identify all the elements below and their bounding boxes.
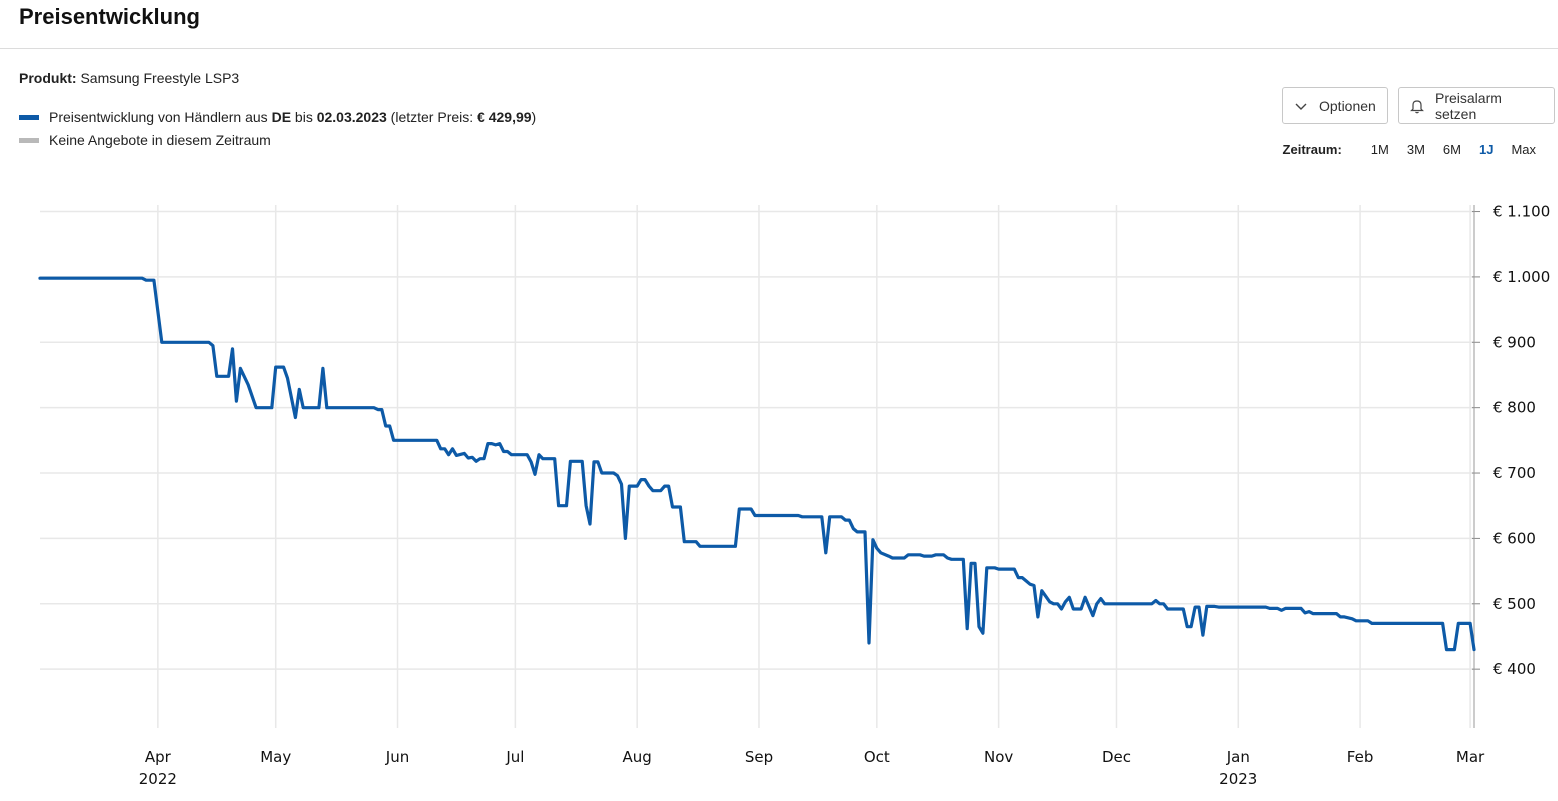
range-label: Zeitraum: bbox=[1282, 142, 1342, 157]
x-tick-label: May bbox=[260, 748, 291, 766]
bell-icon bbox=[1409, 98, 1425, 114]
x-tick-label: Oct bbox=[864, 748, 890, 766]
legend-no-offers-text: Keine Angebote in diesem Zeitraum bbox=[49, 132, 271, 148]
legend-no-offers: Keine Angebote in diesem Zeitraum bbox=[19, 132, 271, 148]
x-tick-label: Dec bbox=[1102, 748, 1131, 766]
y-tick-label: € 1.000 bbox=[1493, 268, 1550, 286]
legend-country: DE bbox=[271, 109, 292, 125]
product-name: Samsung Freestyle LSP3 bbox=[80, 70, 240, 86]
legend-prefix: Preisentwicklung von Händlern aus bbox=[49, 109, 272, 125]
x-tick-label: Mar bbox=[1456, 748, 1485, 766]
y-tick-label: € 800 bbox=[1493, 399, 1536, 417]
x-tick-label: Apr bbox=[145, 748, 172, 766]
header: Preisentwicklung bbox=[0, 0, 1558, 49]
x-tick-label: Feb bbox=[1347, 748, 1374, 766]
x-tick-label: Jan bbox=[1226, 748, 1250, 766]
x-tick-year-label: 2023 bbox=[1219, 770, 1257, 788]
range-option-6m[interactable]: 6M bbox=[1442, 142, 1461, 157]
price-alarm-button[interactable]: Preisalarm setzen bbox=[1398, 87, 1555, 124]
legend-date: 02.03.2023 bbox=[316, 109, 387, 125]
price-series-line bbox=[38, 276, 1476, 652]
legend-suffix: ) bbox=[531, 109, 537, 125]
range-option-3m[interactable]: 3M bbox=[1406, 142, 1425, 157]
y-tick-label: € 500 bbox=[1493, 595, 1536, 613]
x-tick-label: Aug bbox=[623, 748, 652, 766]
legend-line-swatch bbox=[19, 114, 39, 120]
options-label: Optionen bbox=[1319, 97, 1376, 114]
product-line: Produkt: Samsung Freestyle LSP3 bbox=[19, 70, 239, 86]
range-option-max[interactable]: Max bbox=[1511, 142, 1536, 157]
time-range-selector: Zeitraum: 1M 3M 6M 1J Max bbox=[1283, 142, 1536, 157]
range-option-1m[interactable]: 1M bbox=[1370, 142, 1389, 157]
y-tick-label: € 600 bbox=[1493, 529, 1536, 547]
legend-series-text: Preisentwicklung von Händlern aus DE bis… bbox=[49, 109, 536, 125]
x-tick-year-label: 2022 bbox=[139, 770, 177, 788]
range-option-1j[interactable]: 1J bbox=[1478, 142, 1494, 157]
x-tick-label: Sep bbox=[745, 748, 773, 766]
product-label: Produkt: bbox=[19, 70, 77, 86]
options-button[interactable]: Optionen bbox=[1282, 87, 1388, 124]
x-tick-label: Nov bbox=[984, 748, 1013, 766]
page-title: Preisentwicklung bbox=[19, 4, 200, 29]
legend-lastprice-prefix: (letzter Preis: bbox=[386, 109, 478, 125]
legend-lastprice: € 429,99 bbox=[477, 109, 532, 125]
x-tick-label: Jul bbox=[505, 748, 524, 766]
x-tick-label: Jun bbox=[385, 748, 409, 766]
price-chart: € 1.100 € 1.000 € 900 € 800 € 700 € 600 € 500 €… bbox=[38, 203, 1550, 788]
legend-gray-swatch bbox=[19, 137, 39, 143]
legend-series: Preisentwicklung von Händlern aus DE bis… bbox=[19, 109, 536, 125]
y-tick-label: € 1.100 bbox=[1493, 203, 1550, 221]
y-tick-label: € 400 bbox=[1493, 660, 1536, 678]
y-tick-label: € 700 bbox=[1493, 464, 1536, 482]
chevron-down-icon bbox=[1293, 98, 1309, 114]
y-tick-label: € 900 bbox=[1493, 333, 1536, 351]
alarm-label: Preisalarm setzen bbox=[1435, 89, 1502, 122]
legend-mid: bis bbox=[291, 109, 317, 125]
